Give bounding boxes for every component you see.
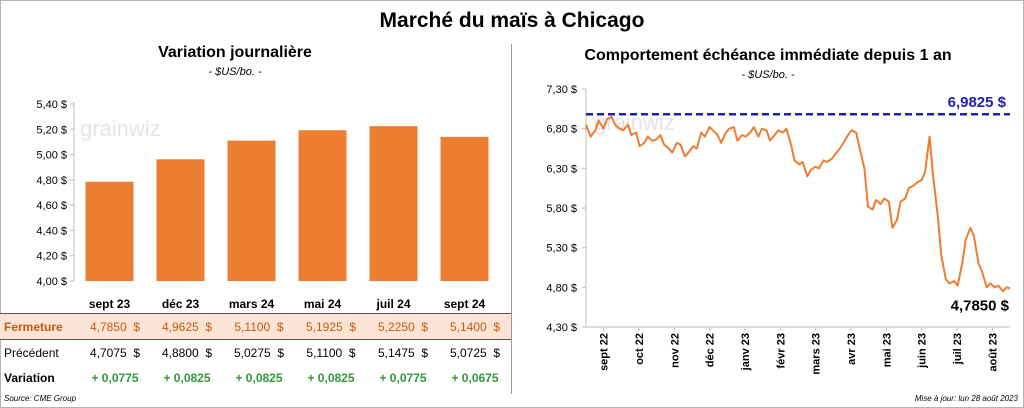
x-category-label: déc 23 — [162, 297, 200, 311]
close-row: Fermeture 4,7850 $ 4,9625 $ 5,1100 $ 5,1… — [0, 313, 511, 340]
price-series-line — [585, 115, 1011, 293]
y-tick-label: 4,40 $ — [36, 225, 67, 237]
y-tick-label: 4,80 $ — [36, 175, 67, 187]
variation-cell: + 0,0825 — [235, 370, 283, 385]
y-tick-label: 5,20 $ — [36, 124, 67, 136]
reference-value-label: 6,9825 $ — [948, 94, 1007, 111]
variation-cell: + 0,0825 — [307, 370, 355, 385]
close-cell: 4,9625 $ — [151, 313, 223, 340]
x-tick-label: juil 23 — [952, 333, 964, 365]
previous-cell: 5,0725 $ — [449, 345, 501, 360]
close-cell: 5,2250 $ — [367, 313, 439, 340]
x-tick-label: mars 23 — [811, 333, 823, 375]
variation-cell: + 0,0825 — [163, 370, 211, 385]
contracts-table: Fermeture 4,7850 $ 4,9625 $ 5,1100 $ 5,1… — [0, 313, 511, 390]
variation-cell: + 0,0775 — [379, 370, 427, 385]
previous-cell: 4,8800 $ — [161, 345, 213, 360]
bar — [440, 136, 489, 281]
x-tick-label: févr 23 — [775, 333, 787, 368]
previous-cell: 5,0275 $ — [233, 345, 285, 360]
panel-divider — [511, 44, 512, 394]
y-tick-label: 5,00 $ — [36, 150, 67, 162]
variation-cell: + 0,0775 — [91, 370, 139, 385]
previous-row: Précédent 4,7075 $ 4,8800 $ 5,0275 $ 5,1… — [0, 340, 511, 366]
y-tick-label: 5,40 $ — [36, 99, 67, 111]
x-tick-label: oct 22 — [634, 333, 646, 365]
close-cell: 4,7850 $ — [79, 313, 151, 340]
x-tick-label: déc 22 — [705, 333, 717, 367]
y-tick-label: 5,30 $ — [546, 243, 577, 255]
last-value-label: 4,7850 $ — [951, 298, 1010, 315]
close-cell: 5,1100 $ — [223, 313, 295, 340]
front-month-line-chart: 4,30 $ 4,80 $ 5,30 $ 5,80 $ 6,30 $ 6,80 $ 7,30… — [546, 84, 1011, 375]
row-label-close: Fermeture — [0, 313, 79, 340]
bar — [85, 181, 134, 281]
right-panel-unit: - $US/bo. - — [741, 69, 795, 81]
close-cell: 5,1400 $ — [439, 313, 511, 340]
x-tick-label: mai 23 — [881, 333, 893, 367]
x-category-label: mars 24 — [229, 297, 275, 311]
y-tick-label: 7,30 $ — [546, 84, 577, 96]
x-category-label: sept 24 — [444, 297, 486, 311]
bar — [369, 126, 418, 281]
x-category-label: sept 23 — [89, 297, 131, 311]
close-cell: 5,1925 $ — [295, 313, 367, 340]
variation-row: Variation + 0,0775 + 0,0825 + 0,0825 + 0… — [0, 365, 511, 390]
variation-cell: + 0,0675 — [451, 370, 499, 385]
row-label-variation: Variation — [4, 370, 55, 385]
x-category-label: mai 24 — [304, 297, 342, 311]
y-tick-label: 4,30 $ — [546, 322, 577, 334]
x-tick-label: août 23 — [987, 333, 999, 372]
page-title: Marché du maïs à Chicago — [379, 9, 645, 32]
y-tick-label: 4,60 $ — [36, 200, 67, 212]
right-panel-title: Comportement échéance immédiate depuis 1… — [584, 47, 952, 64]
y-tick-label: 4,80 $ — [546, 282, 577, 294]
x-tick-label: janv 23 — [740, 333, 752, 371]
bar — [156, 159, 205, 281]
update-note: Mise à jour: lun 28 août 2023 — [914, 394, 1018, 403]
left-panel-unit: - $US/bo. - — [208, 66, 262, 78]
x-tick-label: sept 22 — [599, 333, 611, 371]
y-tick-label: 6,30 $ — [546, 163, 577, 175]
daily-variation-bar-chart: 4,00 $ 4,20 $ 4,40 $ 4,60 $ 4,80 $ 5,00 $ 5,20… — [36, 99, 489, 311]
y-tick-label: 6,80 $ — [546, 124, 577, 136]
row-label-previous: Précédent — [4, 345, 59, 360]
watermark-logo: grainwiz — [80, 116, 161, 141]
x-tick-label: juin 23 — [917, 333, 929, 369]
previous-cell: 5,1100 $ — [306, 345, 356, 360]
x-tick-label: nov 22 — [669, 333, 681, 368]
left-panel-title: Variation journalière — [158, 44, 312, 61]
y-tick-label: 4,00 $ — [36, 276, 67, 288]
previous-cell: 5,1475 $ — [377, 345, 429, 360]
y-tick-label: 4,20 $ — [36, 251, 67, 263]
x-tick-label: avr 23 — [846, 333, 858, 365]
bar — [298, 130, 347, 281]
x-category-label: juil 24 — [375, 297, 410, 311]
source-note: Source: CME Group — [4, 394, 77, 403]
bar — [227, 140, 276, 281]
y-tick-label: 5,80 $ — [546, 203, 577, 215]
previous-cell: 4,7075 $ — [89, 345, 141, 360]
